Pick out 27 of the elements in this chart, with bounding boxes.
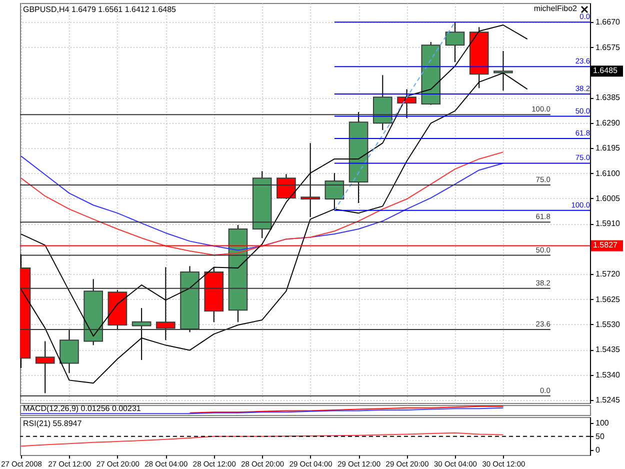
y-tick-label: 1.6195 <box>596 144 621 153</box>
y-tick-label: 1.5625 <box>596 294 621 304</box>
chart-title: RSI(21) 55.8947 <box>23 419 82 428</box>
y-tick-label: 1.5340 <box>596 370 621 380</box>
annotation: michelFibo2 <box>534 4 578 13</box>
candlestick <box>35 340 55 394</box>
ref-line-label: 1.5827 <box>593 240 618 250</box>
y-tick-label: 1.6385 <box>596 93 621 102</box>
y-tick-label: 1.6575 <box>596 42 621 52</box>
y-tick-label: 1.5720 <box>596 270 621 279</box>
y-tick-label: 0 <box>596 445 600 454</box>
chart-title: GBPUSD,H4 1.6479 1.6561 1.6412 1.6485 <box>23 5 177 14</box>
candlestick <box>445 22 465 63</box>
y-tick-label: 1.5435 <box>596 345 621 354</box>
y-tick-label: 1.6290 <box>596 118 621 128</box>
y-tick-label: 1.6670 <box>596 18 621 27</box>
annotation: 1.6485 <box>593 66 618 76</box>
line-series <box>20 432 504 447</box>
y-tick-label: 1.5910 <box>596 219 621 228</box>
chart-title: MACD(12,26,9) 0.01256 0.00231 <box>23 404 142 413</box>
y-tick-label: 1.6100 <box>596 168 621 178</box>
y-tick-label: 1.5245 <box>596 396 621 405</box>
line-series <box>20 24 528 337</box>
y-tick-label: 1.5530 <box>596 320 621 329</box>
y-tick-label: 100 <box>596 418 610 428</box>
y-tick-label: 50 <box>596 432 605 441</box>
y-tick-label: 1.6005 <box>596 194 621 203</box>
